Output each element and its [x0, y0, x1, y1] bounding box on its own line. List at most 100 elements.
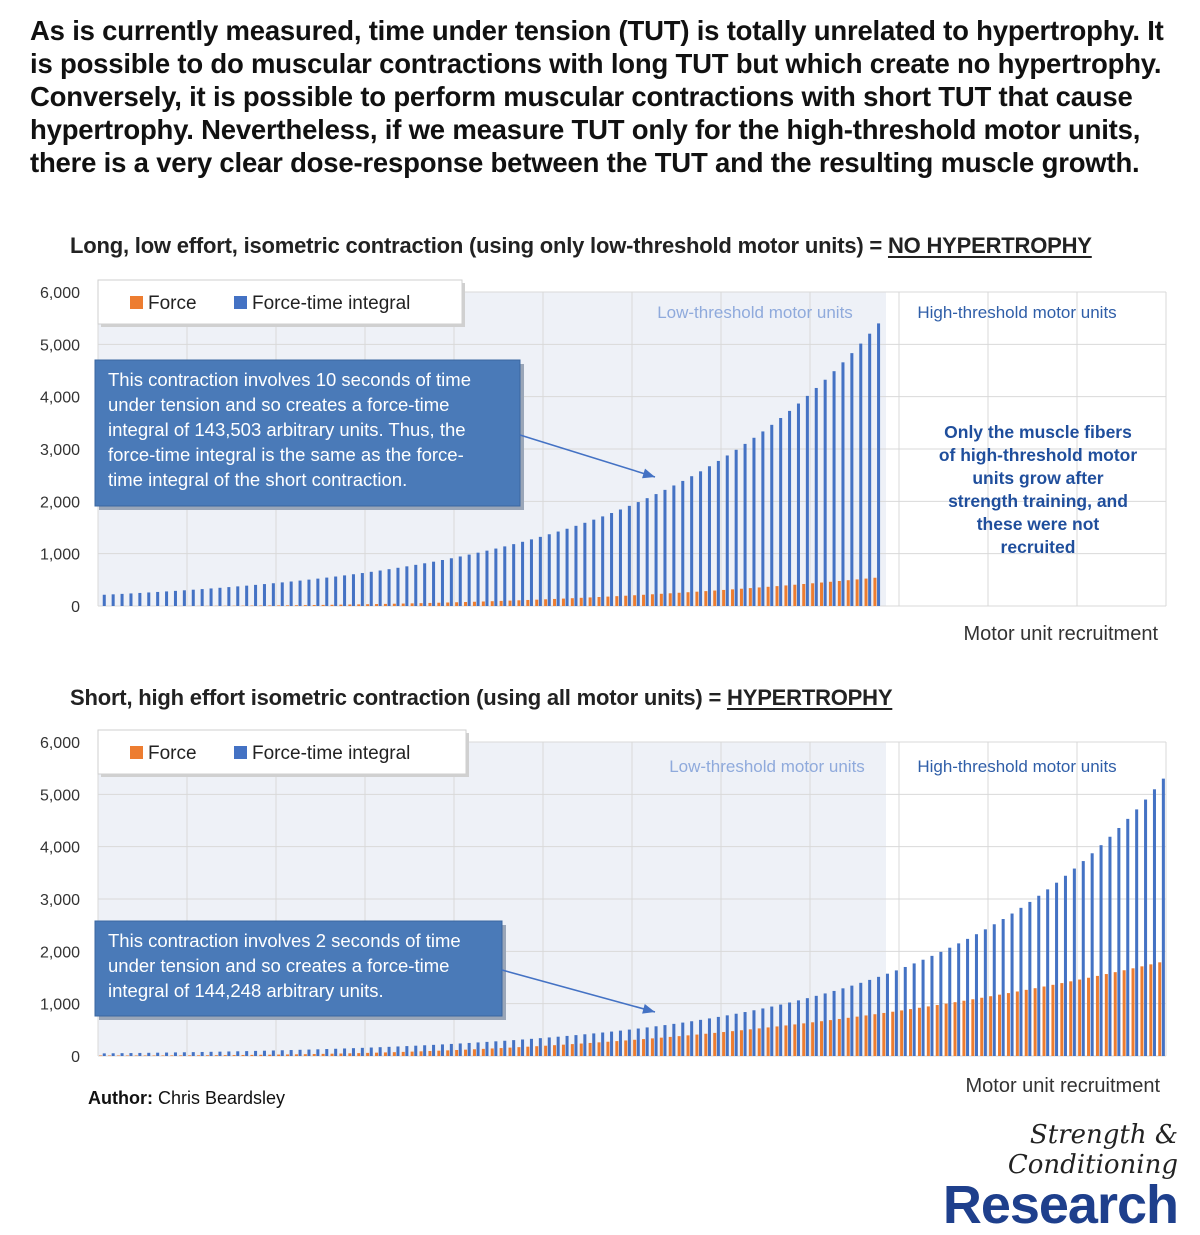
integral-bar [316, 1049, 319, 1056]
integral-bar [352, 574, 355, 606]
integral-bar [165, 1053, 168, 1056]
integral-bar [147, 592, 150, 606]
integral-bar [1144, 800, 1147, 1056]
legend-swatch-force [130, 296, 143, 309]
force-bar [1114, 972, 1117, 1056]
integral-bar [494, 1041, 497, 1056]
force-bar [1069, 981, 1072, 1056]
integral-bar [1055, 883, 1058, 1056]
force-bar [606, 1042, 609, 1056]
integral-bar [913, 963, 916, 1056]
y-tick-label: 3,000 [40, 442, 80, 459]
force-bar [829, 1020, 832, 1056]
force-bar [1016, 991, 1019, 1056]
integral-bar [566, 1036, 569, 1056]
force-bar [224, 1055, 227, 1056]
integral-bar [975, 934, 978, 1056]
integral-bar [681, 481, 684, 606]
integral-bar [129, 1053, 132, 1056]
force-bar [980, 998, 983, 1056]
integral-bar [201, 1052, 204, 1056]
force-bar [873, 1014, 876, 1056]
force-bar [126, 1055, 129, 1056]
integral-bar [263, 1051, 266, 1056]
integral-bar [1082, 861, 1085, 1056]
integral-bar [663, 1025, 666, 1056]
force-bar [135, 1055, 138, 1056]
legend-label-force: Force [148, 293, 197, 314]
force-bar [428, 603, 431, 606]
integral-bar [717, 1017, 720, 1056]
low-threshold-label: Low-threshold motor units [669, 757, 865, 776]
force-bar [250, 1055, 253, 1056]
force-bar [535, 1046, 538, 1056]
integral-bar [1019, 908, 1022, 1056]
force-bar [366, 604, 369, 606]
integral-bar [183, 1052, 186, 1056]
integral-bar [628, 506, 631, 606]
integral-bar [103, 595, 106, 606]
force-bar [526, 1047, 529, 1056]
integral-bar [530, 1039, 533, 1056]
integral-bar [388, 1047, 391, 1056]
integral-bar [592, 520, 595, 606]
integral-bar [129, 593, 132, 606]
chart-1-title: Long, low effort, isometric contraction … [70, 233, 1092, 259]
integral-bar [405, 566, 408, 606]
x-axis-label: Motor unit recruitment [965, 1075, 1160, 1097]
force-bar [517, 1047, 520, 1056]
integral-bar [423, 563, 426, 606]
integral-bar [334, 577, 337, 606]
integral-bar [797, 404, 800, 606]
integral-bar [503, 546, 506, 606]
integral-bar [156, 592, 159, 606]
integral-bar [574, 1035, 577, 1056]
integral-bar [138, 1053, 141, 1056]
logo-script-text: Strength & Conditioning [918, 1120, 1178, 1180]
integral-bar [815, 388, 818, 606]
integral-bar [948, 948, 951, 1056]
integral-bar [227, 1051, 230, 1056]
force-bar [188, 1055, 191, 1056]
force-bar [669, 593, 672, 606]
force-bar [847, 1018, 850, 1056]
force-bar [455, 602, 458, 606]
force-bar [615, 1041, 618, 1056]
integral-bar [343, 1048, 346, 1056]
force-bar [535, 600, 538, 606]
y-tick-label: 1,000 [40, 997, 80, 1014]
integral-bar [690, 476, 693, 606]
force-bar [144, 1055, 147, 1056]
integral-bar [1091, 853, 1094, 1056]
force-bar [322, 605, 325, 606]
force-bar [838, 581, 841, 606]
integral-bar [299, 581, 302, 606]
integral-bar [663, 490, 666, 606]
integral-bar [245, 1051, 248, 1056]
integral-bar [299, 1050, 302, 1056]
integral-bar [539, 537, 542, 606]
integral-bar [441, 560, 444, 606]
force-bar [838, 1019, 841, 1056]
force-bar [589, 1043, 592, 1056]
force-bar [384, 604, 387, 606]
integral-bar [868, 980, 871, 1056]
integral-bar [672, 485, 675, 606]
force-bar [989, 996, 992, 1056]
force-bar [304, 1054, 307, 1056]
force-bar [713, 591, 716, 606]
integral-bar [833, 371, 836, 606]
integral-bar [788, 1003, 791, 1056]
integral-bar [1135, 809, 1138, 1056]
integral-bar [165, 591, 168, 606]
force-bar [1105, 974, 1108, 1056]
integral-bar [628, 1030, 631, 1056]
integral-bar [450, 1044, 453, 1056]
integral-bar [779, 1005, 782, 1056]
legend-swatch-integral [234, 746, 247, 759]
integral-bar [708, 466, 711, 606]
integral-bar [708, 1018, 711, 1056]
force-bar [206, 1055, 209, 1056]
force-bar [829, 582, 832, 606]
force-bar [482, 601, 485, 606]
